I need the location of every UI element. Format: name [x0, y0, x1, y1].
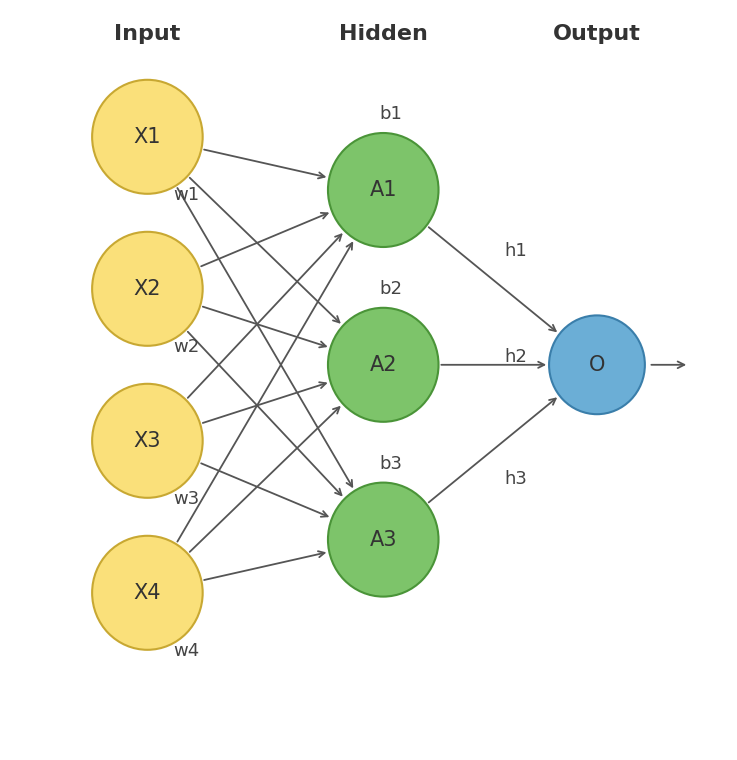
Circle shape	[92, 80, 203, 194]
Text: w1: w1	[173, 186, 199, 204]
Text: O: O	[589, 355, 605, 375]
Text: h1: h1	[505, 242, 528, 260]
Text: w2: w2	[173, 338, 200, 356]
Circle shape	[549, 315, 645, 414]
Circle shape	[328, 308, 439, 422]
Text: X3: X3	[133, 431, 161, 451]
Text: b3: b3	[380, 454, 402, 473]
Circle shape	[328, 133, 439, 247]
Text: X1: X1	[133, 127, 161, 147]
Circle shape	[328, 483, 439, 597]
Circle shape	[92, 384, 203, 498]
Text: b2: b2	[380, 280, 402, 298]
Text: X2: X2	[133, 279, 161, 299]
Text: w4: w4	[173, 642, 200, 660]
Circle shape	[92, 232, 203, 346]
Text: Input: Input	[114, 24, 181, 44]
Text: Hidden: Hidden	[339, 24, 427, 44]
Text: b1: b1	[380, 105, 402, 123]
Text: Output: Output	[553, 24, 641, 44]
Text: A3: A3	[369, 530, 397, 549]
Text: X4: X4	[133, 583, 161, 603]
Text: A2: A2	[369, 355, 397, 375]
Text: w3: w3	[173, 490, 200, 508]
Text: A1: A1	[369, 180, 397, 200]
Text: h2: h2	[505, 348, 528, 366]
Circle shape	[92, 536, 203, 650]
Text: h3: h3	[505, 470, 528, 488]
